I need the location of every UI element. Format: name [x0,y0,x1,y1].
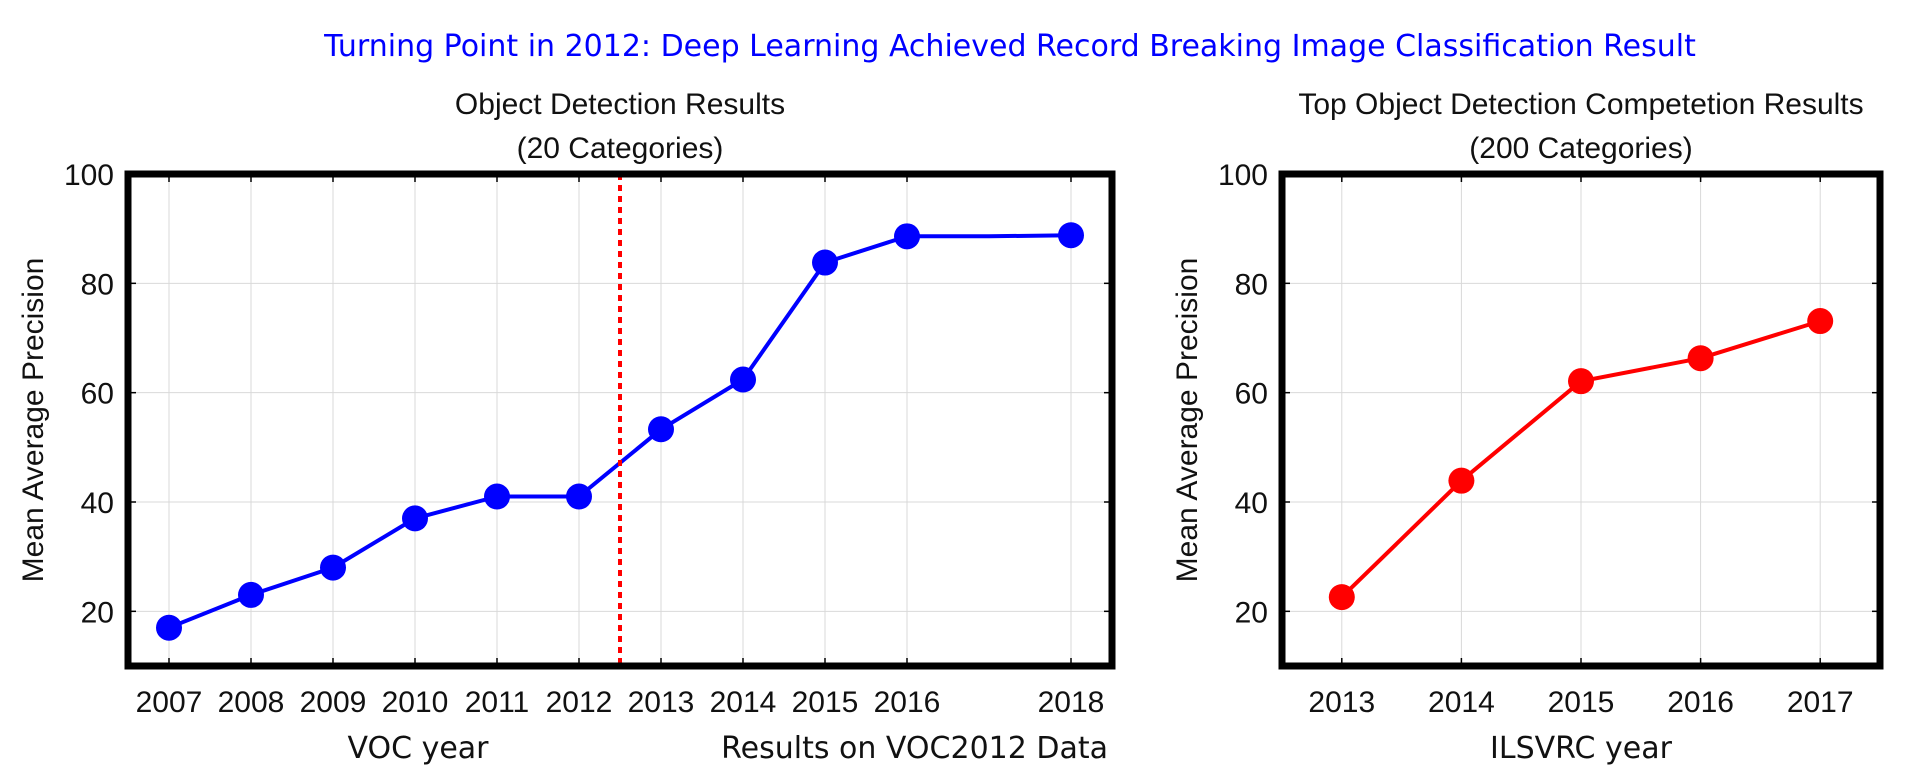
voc-xtick-label-2011: 2011 [465,686,530,719]
ilsvrc-point-2017 [1807,308,1834,335]
ilsvrc-ytick-label-100: 100 [1218,159,1268,192]
ilsvrc-xtick-label-2013: 2013 [1308,686,1375,719]
ilsvrc-ytick-label-20: 20 [1235,596,1268,629]
ilsvrc-ytick-label-80: 80 [1235,268,1268,301]
ilsvrc-xtick-label-2017: 2017 [1787,686,1854,719]
voc-point-2008 [238,581,264,608]
voc-plot-frame [124,170,1116,670]
voc-xtick-label-2018: 2018 [1038,686,1105,719]
ilsvrc-ylabel: Mean Average Precision [1171,258,1204,583]
ilsvrc-ytick-label-60: 60 [1235,378,1268,411]
ilsvrc-point-2015 [1568,368,1594,395]
voc-annotation: Results on VOC2012 Data [721,731,1108,766]
ilsvrc-plot-frame [1278,170,1884,670]
voc-xtick-label-2009: 2009 [300,686,367,719]
ilsvrc-point-2013 [1328,584,1355,611]
ilsvrc-xlabel: ILSVRC year [1490,731,1673,766]
voc-ytick-label-20: 20 [81,596,114,629]
voc-point-2018 [1058,222,1084,249]
voc-ytick-label-60: 60 [81,378,114,411]
ilsvrc-title-line-2: (200 Categories) [1469,132,1692,165]
voc-point-2009 [320,554,346,581]
voc-xtick-label-2014: 2014 [710,686,777,719]
ilsvrc-chart: Top Object Detection Competetion Results… [1171,88,1884,766]
voc-xtick-label-2012: 2012 [546,686,613,719]
ilsvrc-title-line-1: Top Object Detection Competetion Results [1298,88,1863,121]
voc-ytick-label-80: 80 [81,268,114,301]
voc-xtick-label-2008: 2008 [218,686,285,719]
voc-point-2012 [566,483,592,510]
ilsvrc-point-2014 [1448,467,1475,494]
ilsvrc-ytick-label-40: 40 [1235,487,1268,520]
voc-xtick-label-2007: 2007 [136,686,203,719]
voc-title-line-2: (20 Categories) [517,132,724,165]
voc-point-2015 [812,249,838,276]
voc-xtick-label-2016: 2016 [874,686,941,719]
voc-point-2011 [484,483,510,510]
voc-point-2007 [156,614,182,641]
voc-xtick-label-2010: 2010 [382,686,449,719]
voc-xtick-label-2013: 2013 [628,686,695,719]
figure-suptitle: Turning Point in 2012: Deep Learning Ach… [323,29,1696,64]
voc-point-2010 [402,505,428,532]
voc-point-2013 [648,416,674,443]
ilsvrc-xtick-label-2015: 2015 [1548,686,1615,719]
voc-ylabel: Mean Average Precision [17,258,50,583]
voc-chart: Object Detection Results (20 Categories) 2… [17,88,1116,766]
voc-point-2016 [894,223,920,250]
voc-xtick-label-2015: 2015 [792,686,859,719]
voc-ytick-label-40: 40 [81,487,114,520]
voc-ytick-label-100: 100 [64,159,114,192]
ilsvrc-point-2016 [1687,345,1714,372]
ilsvrc-xtick-label-2016: 2016 [1667,686,1734,719]
voc-xlabel: VOC year [347,731,489,766]
voc-title-line-1: Object Detection Results [455,88,785,121]
ilsvrc-xtick-label-2014: 2014 [1428,686,1495,719]
voc-point-2014 [730,366,756,393]
